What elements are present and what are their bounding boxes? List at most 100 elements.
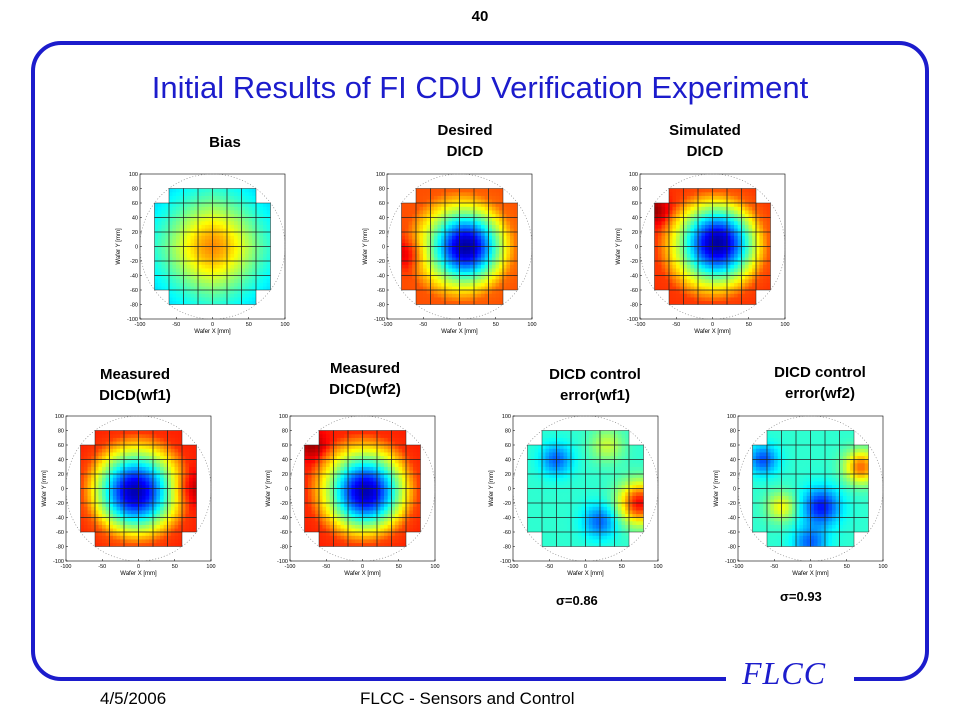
y-tick-label: -80: [280, 545, 288, 551]
x-tick-label: -50: [672, 322, 680, 328]
y-tick-label: 20: [282, 472, 288, 478]
wafer-outline: [289, 415, 436, 562]
map-label-error-wf1: DICD control error(wf1): [549, 366, 641, 404]
y-tick-label: -40: [56, 516, 64, 522]
frame-gap: [726, 670, 854, 696]
wafer-outline: [139, 173, 286, 320]
y-tick-label: 100: [629, 172, 638, 178]
heat-field: [154, 188, 271, 305]
map-label-simulated: Simulated DICD: [669, 122, 741, 160]
x-tick-label: 50: [746, 322, 752, 328]
x-axis-label: Wafer X [mm]: [792, 571, 829, 577]
x-tick-label: 0: [137, 564, 140, 570]
y-axis-label: Wafer Y [mm]: [616, 228, 622, 265]
y-tick-label: -40: [377, 274, 385, 280]
y-tick-label: -100: [500, 559, 511, 565]
x-tick-label: 50: [172, 564, 178, 570]
y-tick-label: -100: [627, 317, 638, 323]
wafer-outline: [639, 173, 786, 320]
y-tick-label: 80: [379, 187, 385, 193]
die-grid: [527, 430, 644, 547]
y-tick-label: -100: [374, 317, 385, 323]
x-tick-label: -100: [284, 564, 295, 570]
y-tick-label: -100: [725, 559, 736, 565]
wafer-map-svg: 100 80 60 40 20 0 -20 -40 -60 -80 -100-100 -50 0 50 10…: [42, 414, 216, 577]
wafer-outline: [386, 173, 533, 320]
x-tick-label: -50: [545, 564, 553, 570]
y-tick-label: 60: [730, 443, 736, 449]
x-tick-label: 50: [246, 322, 252, 328]
x-tick-label: 50: [844, 564, 850, 570]
x-tick-label: 50: [396, 564, 402, 570]
map-label-desired: Desired DICD: [437, 122, 493, 160]
y-tick-label: -60: [630, 288, 638, 294]
y-tick-label: 20: [132, 230, 138, 236]
y-tick-label: 60: [379, 201, 385, 207]
x-tick-label: 100: [527, 322, 536, 328]
y-tick-label: 20: [58, 472, 64, 478]
y-tick-label: -80: [56, 545, 64, 551]
y-tick-label: -100: [127, 317, 138, 323]
y-tick-label: 40: [730, 458, 736, 464]
wafer-map-svg: 100 80 60 40 20 0 -20 -40 -60 -80 -100-100 -50 0 50 10…: [363, 172, 537, 335]
footer-center-text: FLCC - Sensors and Control: [360, 689, 575, 708]
x-tick-label: 0: [361, 564, 364, 570]
wafer-map-svg: 100 80 60 40 20 0 -20 -40 -60 -80 -100-100 -50 0 50 10…: [714, 414, 888, 577]
wafer-map-measured-wf2: 100 80 60 40 20 0 -20 -40 -60 -80 -100 -100 -50 0 50 10…: [260, 410, 446, 585]
y-tick-label: 40: [58, 458, 64, 464]
y-tick-label: -20: [130, 259, 138, 265]
x-axis-label: Wafer X [mm]: [344, 571, 381, 577]
y-tick-label: -20: [630, 259, 638, 265]
y-tick-label: 40: [379, 216, 385, 222]
y-tick-label: 100: [279, 414, 288, 420]
x-tick-label: -100: [60, 564, 71, 570]
x-axis-label: Wafer X [mm]: [694, 329, 731, 335]
x-tick-label: 100: [206, 564, 215, 570]
x-axis-label: Wafer X [mm]: [194, 329, 231, 335]
y-tick-label: 60: [58, 443, 64, 449]
x-tick-label: 0: [211, 322, 214, 328]
y-tick-label: 20: [730, 472, 736, 478]
x-tick-label: 50: [493, 322, 499, 328]
y-tick-label: -20: [280, 501, 288, 507]
y-tick-label: 0: [382, 245, 385, 251]
y-tick-label: 20: [505, 472, 511, 478]
y-tick-label: -20: [377, 259, 385, 265]
x-tick-label: -50: [770, 564, 778, 570]
x-tick-label: -50: [172, 322, 180, 328]
y-tick-label: -40: [130, 274, 138, 280]
wafer-outline: [65, 415, 212, 562]
x-tick-label: -100: [134, 322, 145, 328]
y-tick-label: 100: [129, 172, 138, 178]
y-tick-label: -40: [630, 274, 638, 280]
wafer-map-svg: 100 80 60 40 20 0 -20 -40 -60 -80 -100-100 -50 0 50 10…: [266, 414, 440, 577]
heat-field: [80, 430, 197, 547]
die-grid: [654, 188, 771, 305]
x-axis-label: Wafer X [mm]: [441, 329, 478, 335]
y-tick-label: -100: [53, 559, 64, 565]
x-tick-label: 100: [280, 322, 289, 328]
y-axis-label: Wafer Y [mm]: [489, 470, 495, 507]
y-tick-label: 80: [632, 187, 638, 193]
wafer-map-svg: 100 80 60 40 20 0 -20 -40 -60 -80 -100-100 -50 0 50 10…: [116, 172, 290, 335]
wafer-outline: [737, 415, 884, 562]
y-tick-label: 0: [508, 487, 511, 493]
y-tick-label: -60: [728, 530, 736, 536]
x-tick-label: 100: [430, 564, 439, 570]
x-axis-label: Wafer X [mm]: [120, 571, 157, 577]
slide-title: Initial Results of FI CDU Verification E…: [151, 70, 809, 105]
y-tick-label: -80: [630, 303, 638, 309]
y-tick-label: -20: [728, 501, 736, 507]
y-tick-label: 60: [132, 201, 138, 207]
wafer-map-svg: 100 80 60 40 20 0 -20 -40 -60 -80 -100-100 -50 0 50 10…: [616, 172, 790, 335]
heat-field: [752, 430, 869, 547]
slide-frame: [31, 41, 929, 681]
x-tick-label: 50: [619, 564, 625, 570]
y-tick-label: -100: [277, 559, 288, 565]
y-tick-label: 0: [135, 245, 138, 251]
y-tick-label: -40: [728, 516, 736, 522]
wafer-map-error-wf1: 100 80 60 40 20 0 -20 -40 -60 -80 -100 -100 -50 0 50 10…: [483, 410, 669, 585]
y-tick-label: 100: [55, 414, 64, 420]
y-tick-label: 100: [502, 414, 511, 420]
wafer-outline: [512, 415, 659, 562]
